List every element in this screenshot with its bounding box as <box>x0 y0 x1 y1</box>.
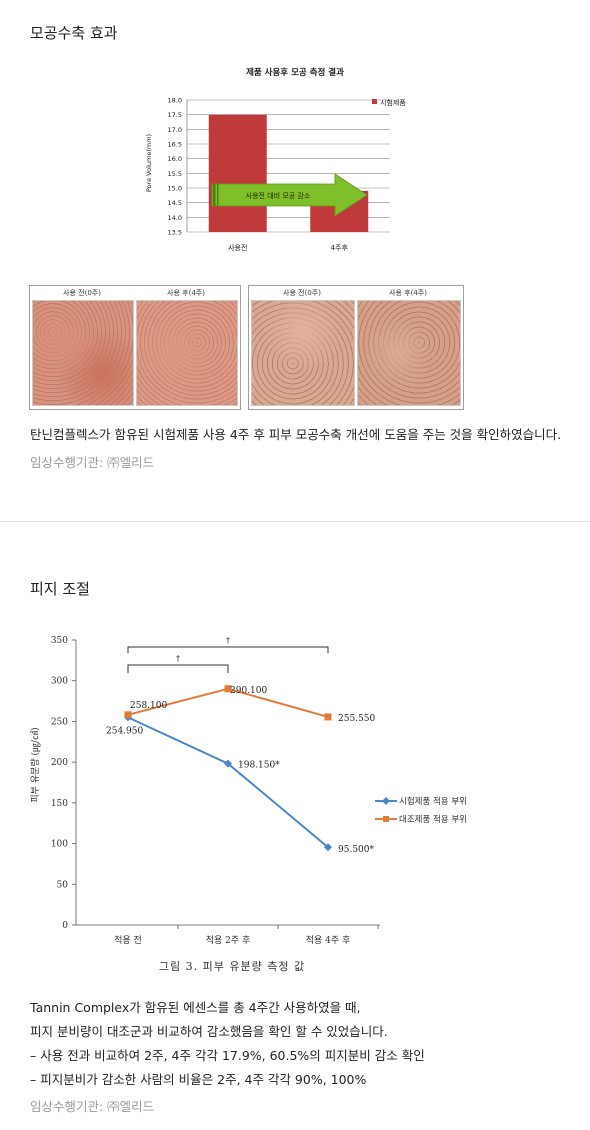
significance-marker-4wk: † <box>226 636 230 645</box>
line-y-tick-label: 250 <box>51 717 68 727</box>
bar-y-tick-label: 16.5 <box>168 141 182 149</box>
line-x-tick-label: 적용 2주 후 <box>206 934 251 946</box>
data-label: 258.100 <box>130 701 167 711</box>
section-divider <box>0 521 590 522</box>
section-title-sebum: 피지 조절 <box>30 580 90 598</box>
sebum-line-3: – 사용 전과 비교하여 2주, 4주 각각 17.9%, 60.5%의 피지분… <box>30 1048 425 1063</box>
sebum-paragraph: Tannin Complex가 함유된 에센스를 총 4주간 사용하였을 때, … <box>30 996 570 1092</box>
bar-y-tick-label: 16.0 <box>168 155 182 163</box>
bar-y-tick-label: 17.0 <box>168 126 182 134</box>
skin-photo-before-1 <box>32 300 134 406</box>
series-point-test <box>224 759 232 768</box>
reduction-arrow-label: 사용전 대비 모공 감소 <box>246 191 311 200</box>
photo-panel-subject-1: 사용 전(0주) 사용 후(4주) <box>29 285 241 410</box>
bar-y-tick-label: 17.5 <box>168 111 182 119</box>
section-title-pore: 모공수축 효과 <box>30 24 118 42</box>
line-x-tick-label: 적용 전 <box>114 934 142 946</box>
data-label: 255.550 <box>338 714 375 724</box>
line-chart-caption: 그림 3. 피부 유분량 측정 값 <box>159 960 305 973</box>
photo-caption-after: 사용 후(4주) <box>167 289 205 297</box>
bar-chart-title: 제품 사용후 모공 측정 결과 <box>246 67 344 78</box>
significance-bracket-2wk <box>127 664 229 673</box>
significance-marker-2wk: † <box>176 654 180 663</box>
data-label: 254.950 <box>106 726 143 736</box>
photo-caption-before: 사용 전(0주) <box>63 289 101 297</box>
line-y-tick-label: 50 <box>57 880 69 890</box>
sebum-line-2: 피지 분비량이 대조군과 비교하여 감소했음을 확인 할 수 있었습니다. <box>30 1024 388 1039</box>
line-y-tick-label: 350 <box>51 636 68 646</box>
bar-y-tick-label: 15.0 <box>168 185 182 193</box>
bar-y-tick-label: 15.5 <box>168 170 182 178</box>
bar-x-tick-label: 4주후 <box>331 244 349 252</box>
significance-bracket-4wk <box>127 646 329 653</box>
line-y-tick-label: 300 <box>51 677 68 687</box>
bar-y-tick-label: 14.5 <box>168 199 182 207</box>
series-point-control <box>324 713 332 721</box>
bar-y-tick-label: 13.5 <box>168 229 182 237</box>
bar-y-tick-label: 14.0 <box>168 214 182 222</box>
data-label: 95.500* <box>338 845 374 855</box>
series-line-test <box>127 716 329 849</box>
sebum-institution: 임상수행기관: ㈜엘리드 <box>30 1099 155 1114</box>
line-chart-legend: 시험제품 적용 부위 대조제품 적용 부위 <box>375 796 467 825</box>
skin-photo-after-2 <box>357 300 461 406</box>
line-y-tick-label: 0 <box>62 921 68 931</box>
photo-panel-subject-2: 사용 전(0주) 사용 후(4주) <box>248 285 464 410</box>
series-point-test <box>324 843 332 852</box>
pore-result-description: 탄닌컴플렉스가 함유된 시험제품 사용 4주 후 피부 모공수축 개선에 도움을… <box>30 427 562 442</box>
reduction-arrow: 사용전 대비 모공 감소 <box>211 173 368 217</box>
pore-volume-bar-chart: 제품 사용후 모공 측정 결과 Pore Volume(mm) 18.0 17.5… <box>145 67 406 252</box>
skin-photo-before-2 <box>251 300 355 406</box>
line-y-tick-label: 200 <box>51 758 68 768</box>
skin-photo-after-1 <box>136 300 238 406</box>
data-label: 290.100 <box>230 686 267 696</box>
series-point-control <box>124 711 132 719</box>
line-x-tick-label: 적용 4주 후 <box>306 934 351 946</box>
data-label: 198.150* <box>238 761 280 771</box>
photo-caption-before: 사용 전(0주) <box>283 289 321 297</box>
line-chart-ylabel: 피부 유분량 (㎍/㎠) <box>30 727 41 802</box>
legend-swatch-test-product <box>372 99 377 104</box>
bar-y-tick-label: 18.0 <box>168 97 182 105</box>
sebum-line-4: – 피지분비가 감소한 사람의 비율은 2주, 4주 각각 90%, 100% <box>30 1072 367 1087</box>
bar-before <box>208 114 267 232</box>
sebum-line-1: Tannin Complex가 함유된 에센스를 총 4주간 사용하였을 때, <box>30 1000 361 1015</box>
photo-caption-after: 사용 후(4주) <box>389 289 427 297</box>
line-y-tick-label: 150 <box>51 799 68 809</box>
line-y-tick-label: 100 <box>51 840 68 850</box>
pore-institution: 임상수행기관: ㈜엘리드 <box>30 455 155 470</box>
sebum-line-chart: 피부 유분량 (㎍/㎠) 0 50 100 150 200 250 300 350 † † 2… <box>30 636 467 973</box>
bar-x-tick-label: 사용전 <box>228 243 247 252</box>
legend-label-control-area: 대조제품 적용 부위 <box>399 814 467 825</box>
legend-label-test-product: 시험제품 <box>380 99 406 107</box>
legend-label-test-area: 시험제품 적용 부위 <box>399 796 467 807</box>
series-point-control <box>224 685 232 693</box>
bar-chart-ylabel: Pore Volume(mm) <box>145 134 153 192</box>
